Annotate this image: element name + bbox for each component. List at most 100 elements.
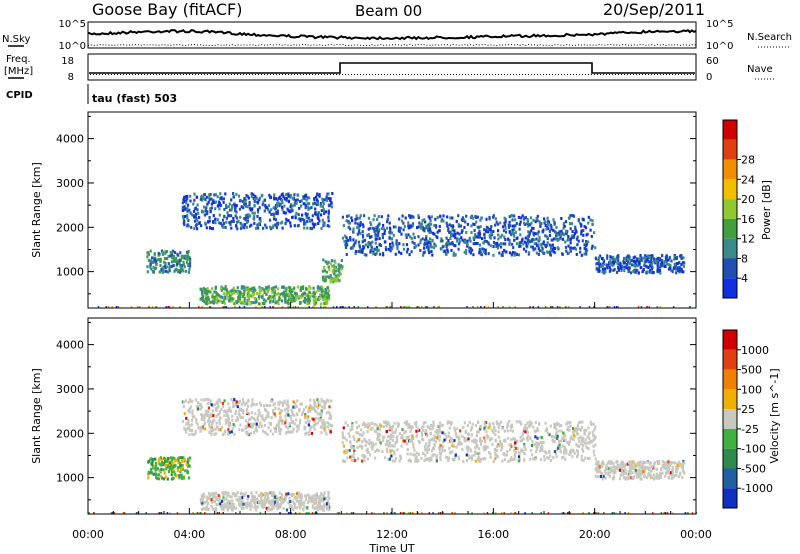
data-cell — [469, 251, 472, 255]
freq-unit: [MHz] — [4, 66, 33, 77]
data-cell — [268, 294, 271, 298]
data-cell — [185, 463, 188, 467]
data-cell — [436, 230, 439, 234]
data-cell — [216, 218, 219, 222]
data-cell — [494, 242, 497, 246]
data-cell — [325, 302, 328, 305]
data-cell — [359, 433, 362, 437]
data-cell — [226, 494, 229, 498]
data-cell — [382, 253, 385, 257]
data-cell — [295, 499, 298, 503]
data-cell — [426, 450, 429, 454]
data-cell — [235, 403, 238, 407]
data-cell — [249, 208, 252, 212]
data-cell — [288, 496, 291, 500]
data-cell — [588, 431, 591, 435]
data-cell — [632, 467, 635, 470]
data-cell — [231, 426, 234, 430]
data-cell — [479, 459, 482, 463]
data-cell — [445, 245, 448, 249]
data-cell — [515, 441, 518, 445]
data-cell — [178, 476, 181, 480]
data-cell — [279, 504, 282, 508]
data-cell — [172, 249, 175, 253]
data-cell — [320, 226, 323, 230]
data-cell — [253, 211, 256, 215]
data-cell — [188, 267, 191, 271]
data-cell — [484, 424, 487, 428]
data-cell — [655, 475, 658, 479]
data-cell — [181, 477, 184, 481]
data-cell — [446, 250, 450, 254]
data-cell — [484, 447, 487, 451]
data-cell — [256, 497, 259, 501]
data-cell — [417, 243, 420, 247]
data-cell — [182, 260, 185, 264]
data-cell — [534, 420, 537, 424]
data-cell — [524, 447, 527, 451]
data-cell — [352, 238, 355, 242]
data-cell — [492, 230, 495, 233]
data-cell — [650, 257, 653, 261]
data-cell — [523, 427, 526, 431]
data-cell — [389, 433, 393, 437]
data-cell — [271, 410, 275, 414]
data-cell — [375, 423, 378, 427]
data-cell — [471, 422, 474, 426]
data-cell — [158, 473, 161, 477]
data-cell — [394, 428, 398, 432]
data-cell — [267, 506, 270, 510]
data-cell — [392, 459, 395, 463]
data-cell — [442, 219, 445, 223]
data-cell — [430, 438, 433, 441]
power-panel-frame — [87, 111, 697, 309]
data-cell — [483, 239, 486, 243]
data-cell — [231, 508, 234, 512]
data-cell — [579, 435, 582, 439]
data-cell — [659, 474, 662, 478]
data-cell — [293, 224, 296, 228]
data-cell — [250, 411, 253, 415]
data-cell — [627, 269, 630, 273]
data-cell — [220, 507, 223, 511]
data-cell — [308, 496, 311, 500]
data-cell — [572, 438, 575, 442]
data-cell — [377, 425, 380, 429]
data-cell — [195, 212, 198, 216]
data-cell — [172, 254, 175, 258]
data-cell — [392, 434, 395, 438]
data-cell — [169, 456, 172, 460]
data-cell — [497, 426, 500, 430]
data-cell — [443, 438, 446, 442]
data-cell — [648, 256, 651, 260]
data-cell — [312, 399, 316, 402]
data-cell — [413, 448, 416, 452]
noise-cell — [607, 306, 609, 308]
data-cell — [320, 400, 323, 403]
data-cell — [370, 244, 373, 248]
data-cell — [495, 220, 498, 224]
data-cell — [591, 440, 594, 444]
data-cell — [268, 210, 271, 214]
data-cell — [212, 201, 215, 204]
data-cell — [606, 254, 609, 258]
data-cell — [200, 195, 203, 199]
data-cell — [208, 414, 211, 417]
data-cell — [637, 462, 640, 466]
colorbar-swatch — [723, 139, 737, 160]
data-cell — [267, 415, 270, 419]
data-cell — [239, 492, 242, 496]
data-cell — [539, 441, 542, 444]
data-cell — [265, 292, 268, 296]
data-cell — [200, 288, 204, 292]
data-cell — [257, 302, 261, 306]
data-cell — [269, 503, 273, 507]
data-cell — [228, 214, 231, 218]
data-cell — [490, 233, 494, 237]
data-cell — [250, 404, 253, 408]
data-cell — [294, 198, 297, 202]
data-cell — [450, 437, 454, 441]
data-cell — [633, 462, 636, 466]
data-cell — [427, 457, 430, 461]
data-cell — [471, 439, 474, 443]
